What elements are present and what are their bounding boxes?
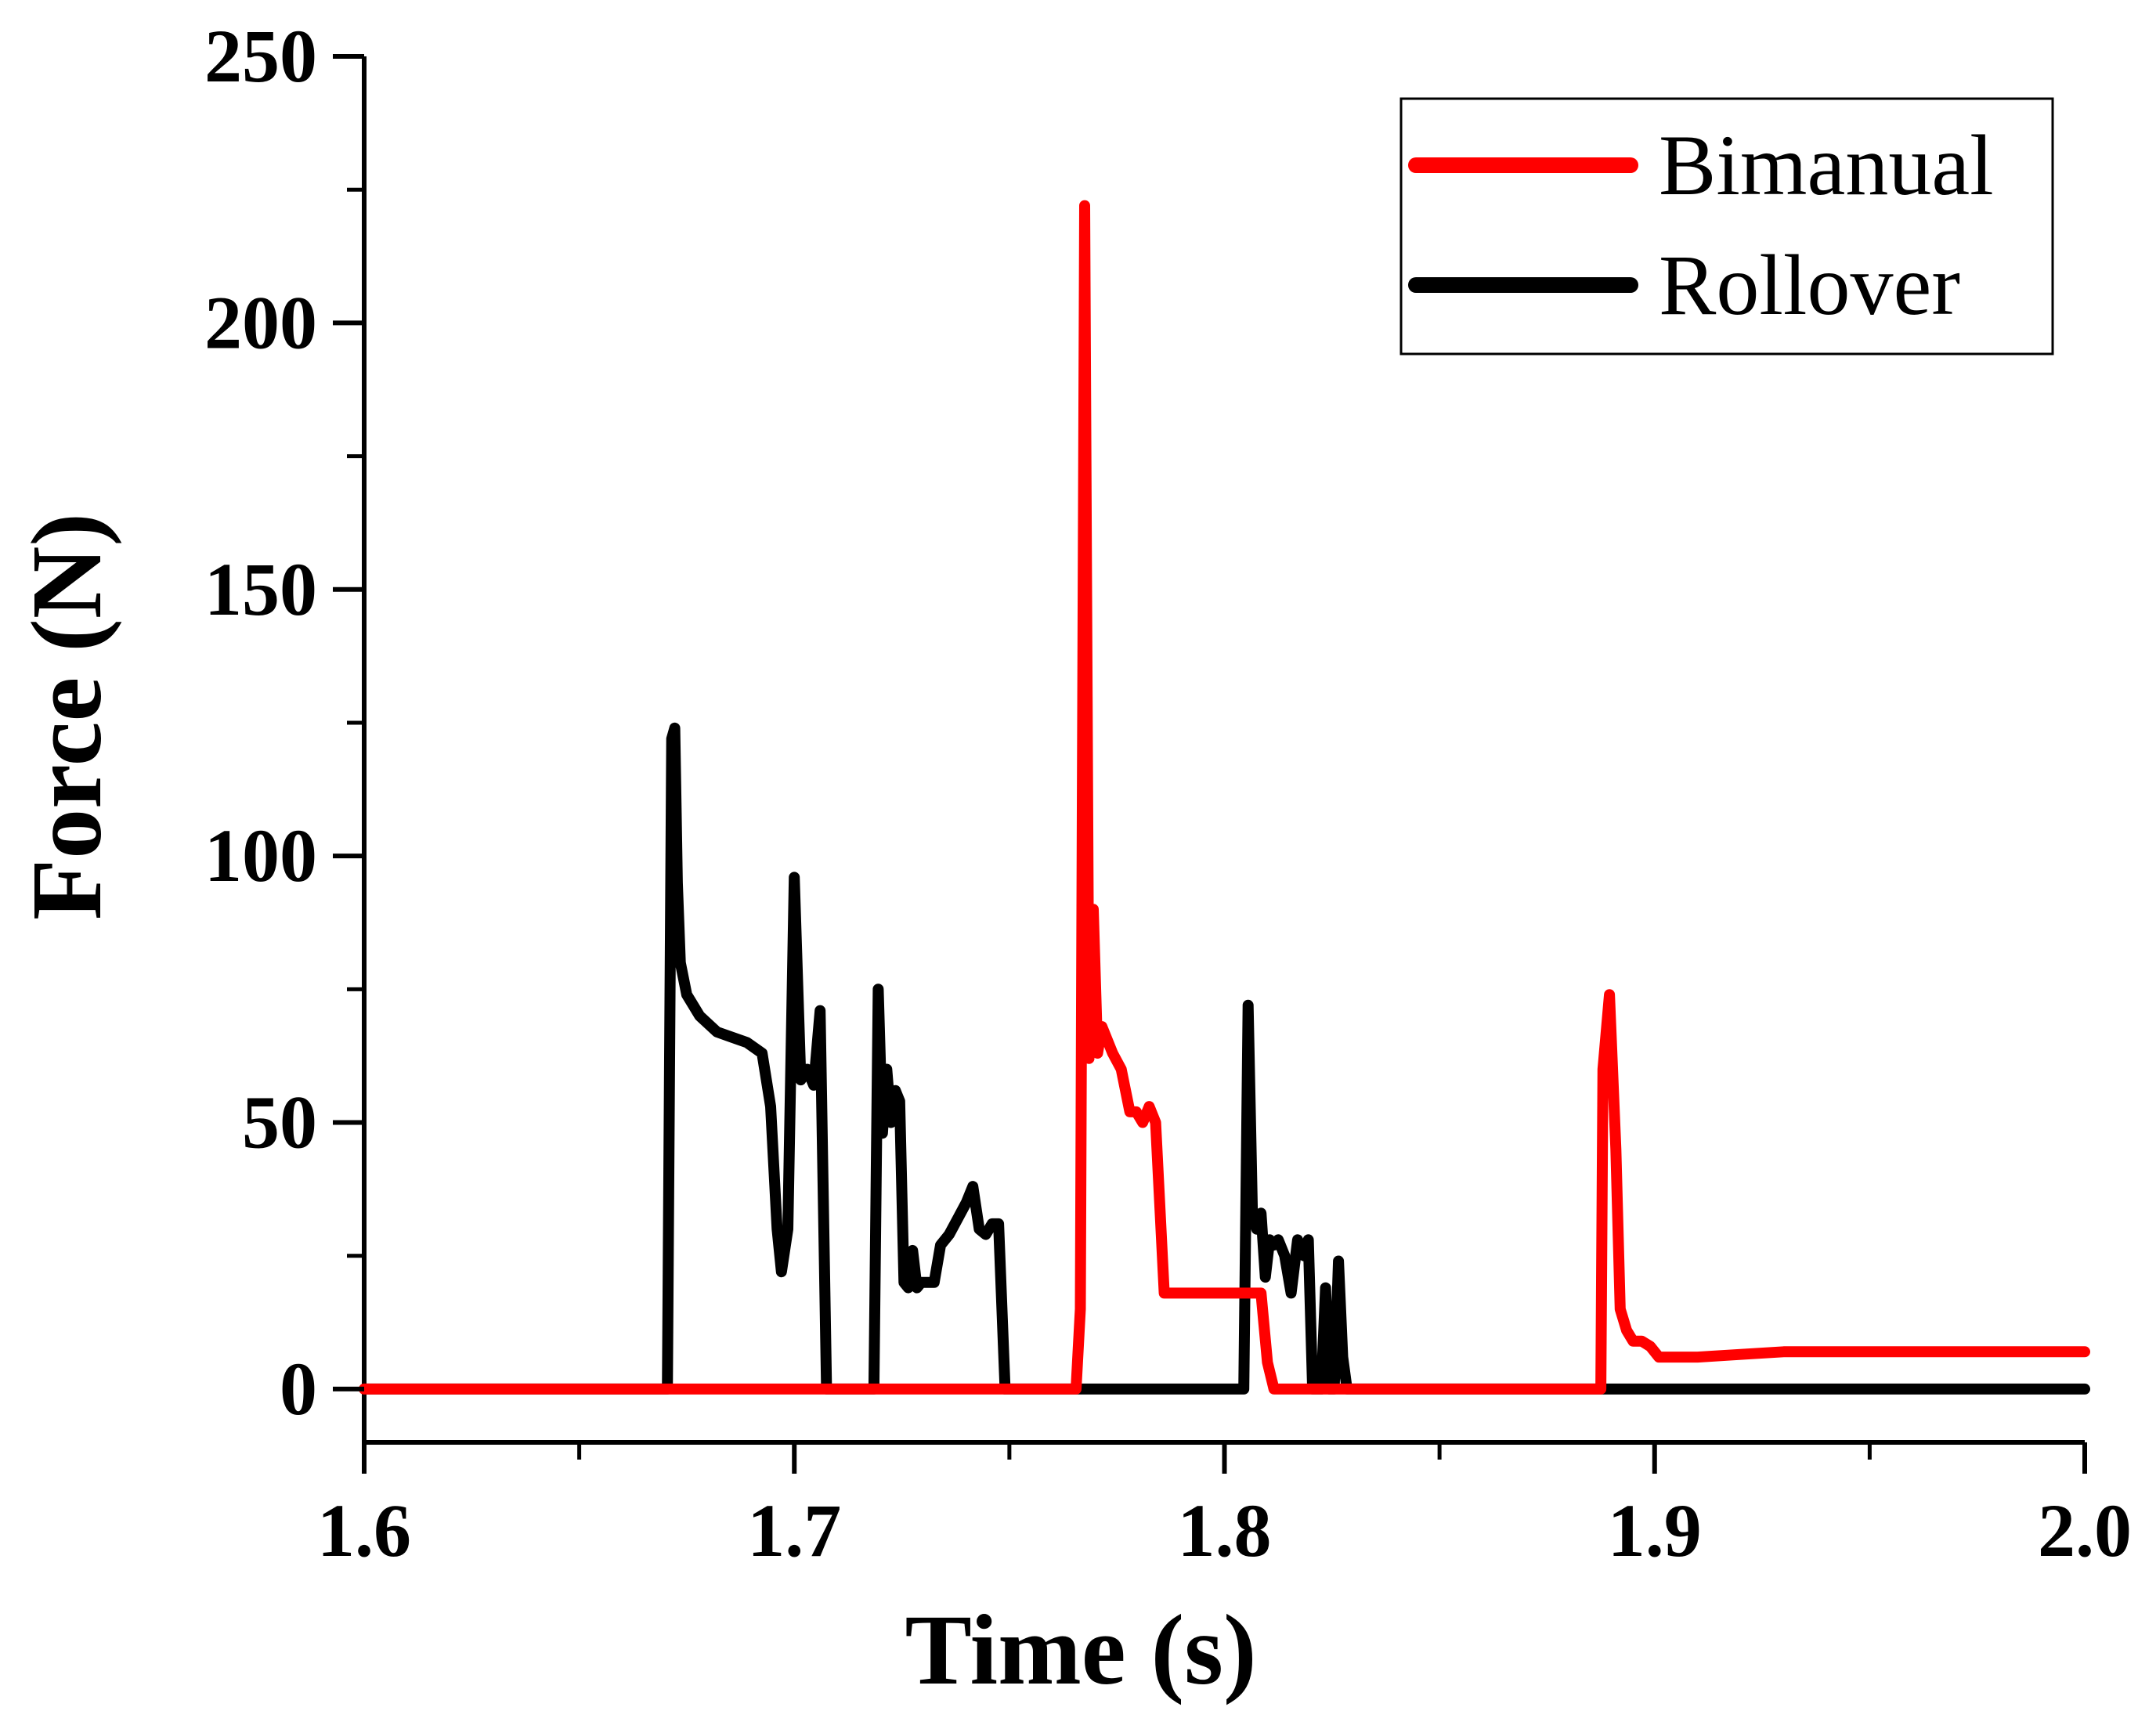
x-tick-label: 1.6 — [317, 1489, 411, 1572]
y-tick-label: 250 — [204, 14, 317, 98]
ticks-layer: 0 50 100 150 200 250 1.6 1.7 1.8 1.9 2.0 — [204, 14, 2132, 1572]
legend: Bimanual Rollover — [1399, 97, 2054, 356]
x-tick-label: 1.9 — [1608, 1489, 1702, 1572]
series-layer — [359, 200, 2090, 1395]
x-tick-label: 2.0 — [2038, 1489, 2132, 1572]
x-axis-title: Time (s) — [905, 1594, 1256, 1705]
legend-label-rollover: Rollover — [1659, 237, 1960, 333]
y-tick-label: 50 — [242, 1081, 317, 1164]
x-tick-label: 1.8 — [1178, 1489, 1272, 1572]
y-tick-label: 100 — [204, 814, 317, 897]
y-tick-label: 200 — [204, 280, 317, 364]
y-axis-title: Force (N) — [11, 513, 122, 920]
y-tick-label: 150 — [204, 547, 317, 631]
legend-label-bimanual: Bimanual — [1659, 117, 1994, 213]
y-tick-label: 0 — [280, 1347, 317, 1431]
series-line-bimanual — [359, 200, 2090, 1395]
legend-box — [1399, 97, 2054, 356]
x-tick-label: 1.7 — [747, 1489, 841, 1572]
